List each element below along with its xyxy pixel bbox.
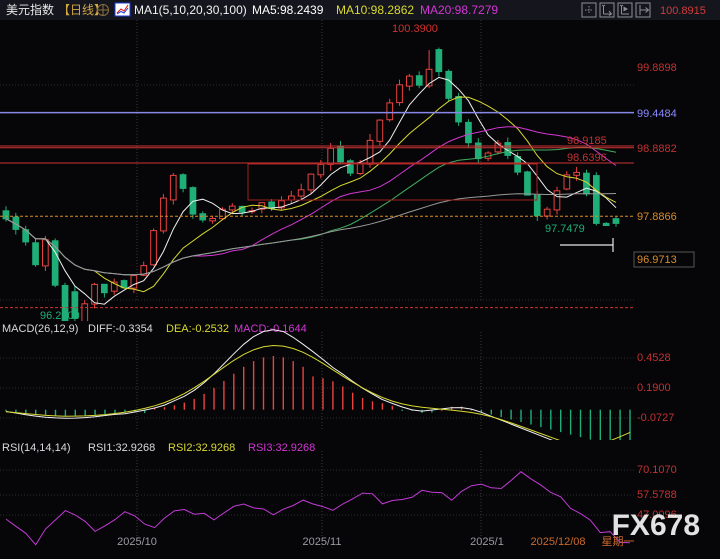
svg-text:0.1900: 0.1900: [637, 382, 671, 394]
svg-text:RSI1:32.9268: RSI1:32.9268: [88, 442, 155, 454]
svg-text:DEA:-0.2532: DEA:-0.2532: [166, 323, 229, 335]
svg-text:0.4528: 0.4528: [637, 352, 671, 364]
svg-text:MACD(26,12,9): MACD(26,12,9): [2, 323, 78, 335]
svg-text:2025/1: 2025/1: [470, 536, 504, 548]
svg-text:MA5:98.2439: MA5:98.2439: [252, 3, 324, 17]
svg-text:97.7479: 97.7479: [545, 223, 585, 235]
svg-text:MA10:98.2862: MA10:98.2862: [336, 3, 414, 17]
svg-text:FX678: FX678: [612, 509, 700, 542]
svg-text:98.8882: 98.8882: [637, 143, 677, 155]
svg-text:100.3900: 100.3900: [392, 23, 438, 35]
svg-text:RSI3:32.9268: RSI3:32.9268: [248, 442, 315, 454]
svg-text:RSI(14,14,14): RSI(14,14,14): [2, 442, 70, 454]
svg-text:98.9185: 98.9185: [567, 135, 607, 147]
svg-text:57.5788: 57.5788: [637, 489, 677, 501]
svg-text:2025/11: 2025/11: [303, 536, 342, 548]
svg-text:96.2109: 96.2109: [40, 310, 80, 321]
svg-text:2025/12/08: 2025/12/08: [530, 536, 585, 548]
svg-text:96.9713: 96.9713: [637, 254, 677, 266]
svg-text:70.1070: 70.1070: [637, 464, 677, 476]
svg-text:美元指数: 美元指数: [6, 2, 54, 17]
svg-text:MA1(5,10,20,30,100): MA1(5,10,20,30,100): [134, 3, 247, 17]
svg-text:97.8866: 97.8866: [637, 211, 677, 223]
svg-text:98.6396: 98.6396: [567, 152, 607, 164]
svg-text:99.4484: 99.4484: [637, 108, 677, 120]
svg-text:RSI2:32.9268: RSI2:32.9268: [168, 442, 235, 454]
svg-text:MA20:98.7279: MA20:98.7279: [420, 3, 498, 17]
svg-text:MACD:-0.1644: MACD:-0.1644: [234, 323, 307, 335]
svg-text:-0.0727: -0.0727: [637, 412, 674, 424]
svg-text:2025/10: 2025/10: [117, 536, 157, 548]
svg-text:100.8915: 100.8915: [660, 5, 706, 17]
svg-text:DIFF:-0.3354: DIFF:-0.3354: [88, 323, 153, 335]
svg-text:99.8898: 99.8898: [637, 62, 677, 74]
